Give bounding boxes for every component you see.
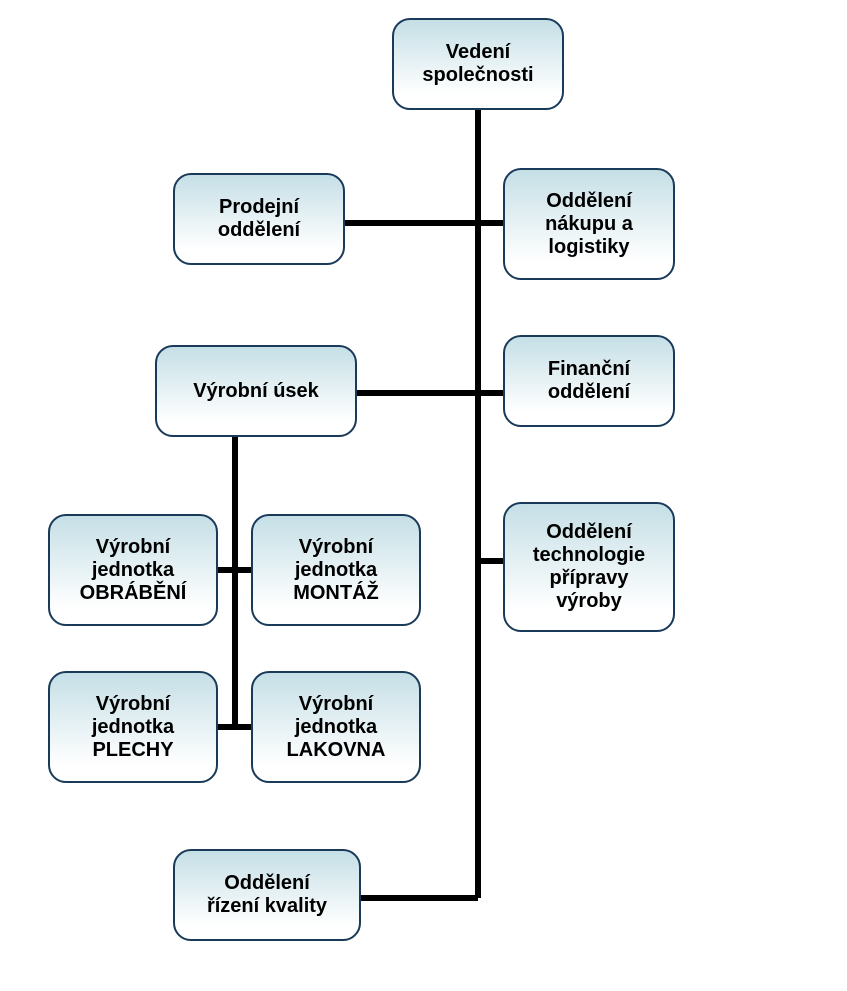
node-nakup: Oddělení nákupu a logistiky — [503, 168, 675, 280]
edge-to-tech — [478, 558, 503, 564]
node-mont: Výrobní jednotka MONTÁŽ — [251, 514, 421, 626]
edge-to-prodej — [345, 220, 478, 226]
edge-spine-top — [475, 110, 481, 898]
edge-sub-spine — [232, 437, 238, 730]
org-chart-canvas: Vedení společnosti Prodejní oddělení Odděl… — [0, 0, 847, 991]
node-vyroba: Výrobní úsek — [155, 345, 357, 437]
node-label-obr: Výrobní jednotka OBRÁBĚNÍ — [80, 536, 187, 605]
node-plechy: Výrobní jednotka PLECHY — [48, 671, 218, 783]
edge-to-nakup — [478, 220, 503, 226]
node-label-tech: Oddělení technologie přípravy výroby — [533, 521, 645, 613]
node-label-kvalita: Oddělení řízení kvality — [207, 872, 327, 918]
node-label-root: Vedení společnosti — [422, 41, 533, 87]
node-label-finance: Finanční oddělení — [548, 358, 630, 404]
node-label-vyroba: Výrobní úsek — [193, 380, 319, 403]
edge-to-vyroba — [357, 390, 478, 396]
node-lak: Výrobní jednotka LAKOVNA — [251, 671, 421, 783]
edge-sub-row2 — [218, 724, 251, 730]
node-finance: Finanční oddělení — [503, 335, 675, 427]
node-kvalita: Oddělení řízení kvality — [173, 849, 361, 941]
node-label-plechy: Výrobní jednotka PLECHY — [92, 693, 174, 762]
node-prodej: Prodejní oddělení — [173, 173, 345, 265]
node-label-mont: Výrobní jednotka MONTÁŽ — [293, 536, 379, 605]
edge-to-kvalita — [361, 895, 478, 901]
node-tech: Oddělení technologie přípravy výroby — [503, 502, 675, 632]
node-label-prodej: Prodejní oddělení — [218, 196, 300, 242]
edge-to-finance — [478, 390, 503, 396]
edge-sub-row1 — [218, 567, 251, 573]
node-label-lak: Výrobní jednotka LAKOVNA — [287, 693, 386, 762]
node-root: Vedení společnosti — [392, 18, 564, 110]
node-obr: Výrobní jednotka OBRÁBĚNÍ — [48, 514, 218, 626]
node-label-nakup: Oddělení nákupu a logistiky — [545, 190, 633, 259]
